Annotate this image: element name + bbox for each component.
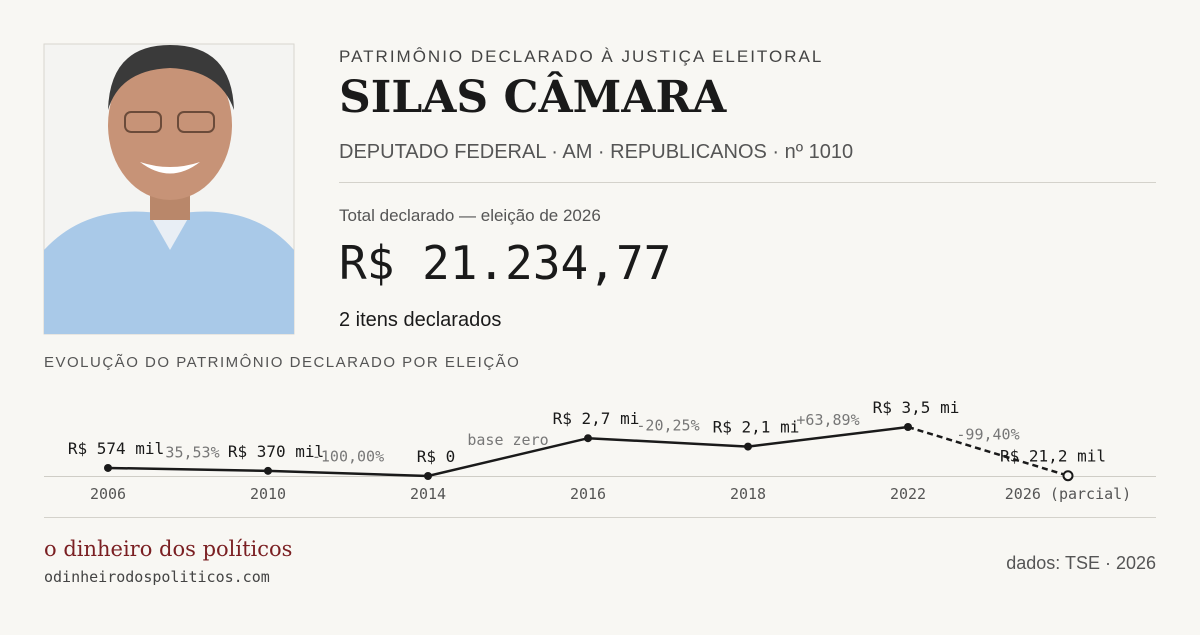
- data-source: dados: TSE · 2026: [1006, 553, 1156, 573]
- x-tick-label: 2018: [730, 485, 766, 503]
- change-label: -100,00%: [312, 447, 384, 465]
- x-tick-label: 2026 (parcial): [1005, 485, 1131, 503]
- change-label: -99,40%: [956, 425, 1019, 443]
- data-point: [904, 423, 912, 431]
- value-label: R$ 21,2 mil: [1000, 447, 1106, 466]
- partial-segment: [907, 425, 1069, 477]
- value-label: R$ 2,1 mi: [713, 418, 800, 437]
- value-label: R$ 370 mil: [228, 442, 324, 461]
- data-point: [264, 466, 272, 475]
- data-point: [744, 442, 752, 451]
- value-label: R$ 0: [417, 447, 456, 466]
- items-count: 2 itens declarados: [339, 309, 501, 331]
- chart: -35,53% -100,00% base zero -20,25% +63,89% -9…: [44, 398, 1156, 503]
- line-series: [107, 425, 909, 478]
- total-value: R$ 21.234,77: [339, 236, 671, 290]
- total-label: Total declarado — eleição de 2026: [339, 206, 601, 225]
- data-point: [1062, 470, 1074, 482]
- chart-title: EVOLUÇÃO DO PATRIMÔNIO DECLARADO POR ELE…: [44, 354, 520, 371]
- brand: o dinheiro dos políticos: [44, 537, 292, 561]
- data-point: [424, 472, 432, 480]
- data-point: [104, 463, 112, 472]
- data-point: [584, 434, 592, 443]
- x-tick-label: 2016: [570, 485, 606, 503]
- kicker: PATRIMÔNIO DECLARADO À JUSTIÇA ELEITORAL: [339, 47, 823, 66]
- site-url: odinheirodospoliticos.com: [44, 568, 270, 586]
- subtitle: DEPUTADO FEDERAL · AM · REPUBLICANOS · n…: [339, 141, 853, 163]
- politician-name: SILAS CÂMARA: [339, 70, 727, 123]
- x-tick-label: 2010: [250, 485, 286, 503]
- change-label: base zero: [467, 431, 548, 449]
- change-label: -20,25%: [636, 416, 699, 434]
- change-label: +63,89%: [796, 411, 859, 429]
- value-label: R$ 2,7 mi: [553, 409, 640, 428]
- value-label: R$ 3,5 mi: [873, 398, 960, 417]
- x-tick-label: 2022: [890, 485, 926, 503]
- x-tick-label: 2006: [90, 485, 126, 503]
- portrait: [43, 43, 295, 335]
- value-label: R$ 574 mil: [68, 439, 164, 458]
- change-label: -35,53%: [156, 443, 219, 461]
- x-tick-label: 2014: [410, 485, 446, 503]
